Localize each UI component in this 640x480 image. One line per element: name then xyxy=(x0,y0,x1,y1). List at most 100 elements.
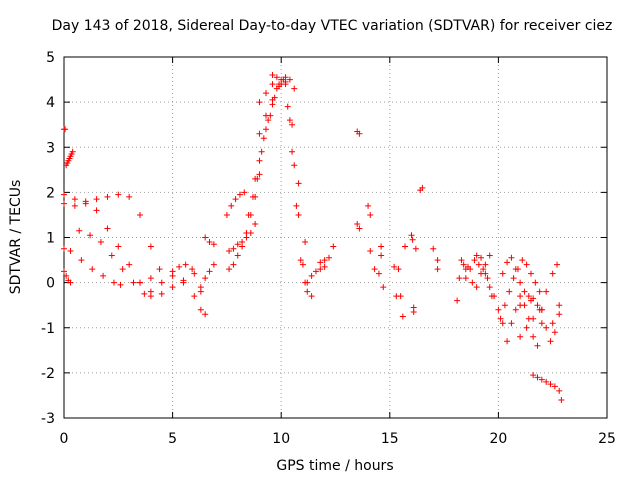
data-point xyxy=(499,270,506,277)
data-point xyxy=(61,245,67,252)
data-point xyxy=(475,261,482,268)
data-point xyxy=(434,266,441,273)
data-point xyxy=(478,254,485,261)
data-point xyxy=(119,266,126,273)
data-point xyxy=(61,268,67,275)
data-point xyxy=(202,275,209,282)
data-point xyxy=(256,99,263,106)
y-axis-label: SDTVAR / TECUs xyxy=(8,180,24,295)
series-arc-19 xyxy=(304,263,328,286)
data-point xyxy=(295,180,302,187)
data-point xyxy=(508,254,515,261)
data-point xyxy=(291,162,298,169)
x-axis-label: GPS time / hours xyxy=(276,458,393,474)
data-point xyxy=(158,290,165,297)
data-point xyxy=(197,284,204,291)
data-point xyxy=(491,293,498,300)
data-point xyxy=(93,196,100,203)
series-arc-18 xyxy=(269,72,298,92)
y-tick-label: 3 xyxy=(46,140,55,156)
data-point xyxy=(97,239,104,246)
x-tick-label: 0 xyxy=(60,431,69,447)
data-point xyxy=(169,268,176,275)
data-point xyxy=(304,288,311,295)
data-point xyxy=(473,284,480,291)
axis-tick-labels: 0 5 10 15 20 25 -3 -2 -1 0 1 2 3 4 5 xyxy=(41,50,616,447)
data-point xyxy=(462,275,469,282)
data-point xyxy=(519,257,526,264)
data-point xyxy=(549,270,556,277)
data-point xyxy=(258,148,265,155)
data-point xyxy=(210,261,217,268)
data-point xyxy=(312,268,319,275)
series-arc-4 xyxy=(61,245,124,288)
data-point xyxy=(354,220,361,227)
data-point xyxy=(409,236,416,243)
data-point xyxy=(508,320,515,327)
data-point xyxy=(302,239,309,246)
data-point xyxy=(156,266,163,273)
data-point xyxy=(293,202,300,209)
data-point xyxy=(556,387,563,394)
data-point xyxy=(408,232,415,239)
data-point xyxy=(269,81,276,88)
data-point xyxy=(469,279,476,286)
data-point xyxy=(532,279,539,286)
data-point xyxy=(130,279,137,286)
data-point xyxy=(367,248,374,255)
data-point xyxy=(402,243,409,250)
data-point xyxy=(517,333,524,340)
data-point xyxy=(512,306,519,313)
series-arc-10 xyxy=(202,234,217,248)
data-point xyxy=(480,266,487,273)
data-point xyxy=(395,266,402,273)
data-point xyxy=(458,257,465,264)
data-point xyxy=(239,243,246,250)
data-point xyxy=(506,288,513,295)
data-point xyxy=(456,275,463,282)
series-arc-16 xyxy=(256,74,315,300)
data-point xyxy=(317,259,324,266)
data-point xyxy=(284,103,291,110)
x-tick-label: 15 xyxy=(381,431,399,447)
data-point xyxy=(367,211,374,218)
data-point xyxy=(321,257,328,264)
data-point xyxy=(191,293,198,300)
data-point xyxy=(273,74,280,81)
data-point xyxy=(137,211,144,218)
data-point xyxy=(308,272,315,279)
data-point xyxy=(202,311,209,318)
series-arc-23 xyxy=(517,297,563,327)
data-point xyxy=(473,252,480,259)
data-point xyxy=(245,211,252,218)
series-arc-5 xyxy=(61,268,74,286)
data-point xyxy=(523,324,530,331)
data-point xyxy=(289,148,296,155)
data-point xyxy=(527,297,534,304)
data-point xyxy=(543,378,550,385)
data-point xyxy=(147,243,154,250)
data-point xyxy=(365,202,372,209)
data-point xyxy=(397,293,404,300)
series-arc-20 xyxy=(317,243,337,266)
data-point xyxy=(482,261,489,268)
y-tick-label: -2 xyxy=(41,366,55,382)
data-point xyxy=(278,81,285,88)
data-point xyxy=(230,245,237,252)
data-point xyxy=(308,293,315,300)
data-point xyxy=(530,333,537,340)
series-arc-21 xyxy=(499,254,545,313)
data-point xyxy=(419,184,426,191)
data-point xyxy=(554,261,561,268)
data-point xyxy=(282,78,289,85)
data-point xyxy=(269,72,276,79)
data-point xyxy=(375,270,382,277)
series-cluster-20 xyxy=(491,293,563,349)
series-arc-15 xyxy=(252,76,311,295)
data-point xyxy=(504,338,511,345)
data-point xyxy=(82,200,89,207)
data-point xyxy=(269,96,276,103)
data-point xyxy=(530,315,537,322)
data-point xyxy=(538,320,545,327)
data-point xyxy=(117,281,124,288)
